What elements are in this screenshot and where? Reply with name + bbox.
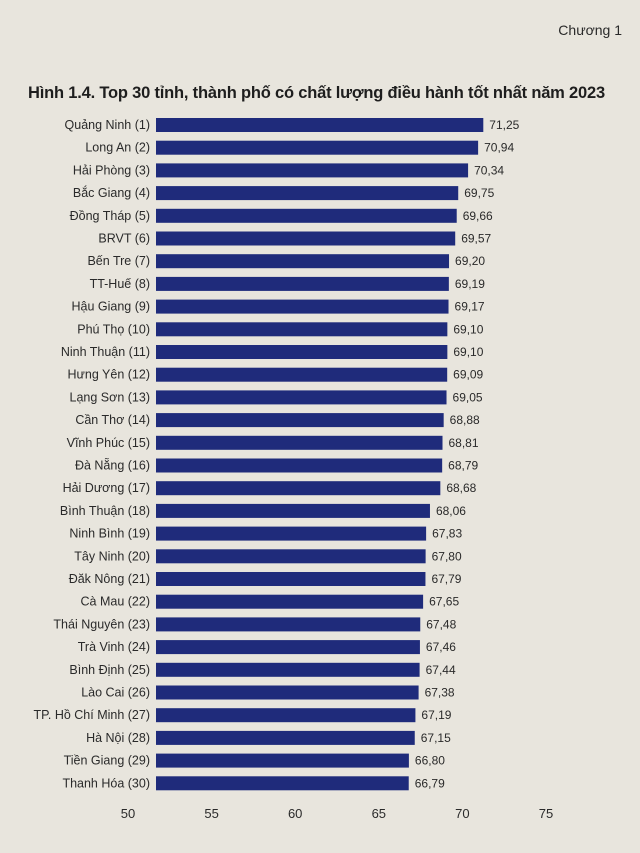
- category-label: Cà Mau (22): [81, 595, 150, 609]
- value-label: 71,25: [489, 118, 519, 132]
- category-label: Cần Thơ (14): [75, 413, 150, 427]
- chart-title: Hình 1.4. Top 30 tỉnh, thành phố có chất…: [28, 84, 605, 102]
- bar: [156, 140, 479, 155]
- bar: [156, 186, 459, 201]
- category-label: Bắc Giang (4): [73, 185, 150, 200]
- bar: [156, 753, 409, 768]
- value-label: 69,75: [464, 186, 494, 200]
- bar: [156, 231, 456, 246]
- category-label: Bình Định (25): [69, 663, 150, 677]
- bar: [156, 458, 443, 473]
- bar: [156, 730, 415, 745]
- value-label: 69,10: [453, 345, 483, 359]
- category-label: Tiền Giang (29): [64, 754, 150, 768]
- value-label: 69,66: [463, 209, 493, 223]
- category-label: Tây Ninh (20): [74, 549, 150, 563]
- bar: [156, 299, 449, 314]
- category-label: Thái Nguyên (23): [53, 617, 150, 631]
- category-label: Đà Nẵng (16): [75, 458, 150, 473]
- category-label: Hà Nội (28): [86, 731, 150, 745]
- bar: [156, 776, 409, 791]
- bar: [156, 345, 448, 359]
- category-label: TT-Huế (8): [90, 277, 150, 291]
- bar: [156, 163, 469, 178]
- value-label: 69,57: [461, 232, 491, 246]
- category-label: Long An (2): [85, 141, 150, 155]
- bar: [156, 549, 426, 564]
- category-label: Lạng Sơn (13): [70, 390, 150, 404]
- value-label: 67,44: [426, 663, 456, 677]
- value-label: 68,88: [450, 413, 480, 427]
- category-label: TP. Hồ Chí Minh (27): [34, 708, 150, 722]
- category-label: Trà Vinh (24): [78, 640, 150, 654]
- category-label: Thanh Hóa (30): [62, 776, 150, 790]
- category-label: Ninh Thuận (11): [61, 345, 150, 359]
- bar: [156, 685, 419, 700]
- category-label: Đồng Tháp (5): [70, 209, 150, 223]
- value-label: 68,81: [449, 436, 479, 450]
- category-label: Vĩnh Phúc (15): [67, 436, 150, 450]
- value-label: 67,46: [426, 640, 456, 654]
- bar: [156, 276, 449, 291]
- bar: [156, 254, 450, 269]
- bar: [156, 708, 416, 723]
- bar: [156, 526, 427, 541]
- category-label: BRVT (6): [98, 232, 150, 246]
- category-label: Quảng Ninh (1): [65, 118, 150, 132]
- x-tick-label: 60: [288, 806, 302, 821]
- value-label: 68,68: [446, 481, 476, 495]
- category-label: Hải Dương (17): [63, 481, 150, 495]
- value-label: 67,65: [429, 595, 459, 609]
- value-label: 69,10: [453, 322, 483, 336]
- value-label: 67,48: [426, 617, 456, 631]
- bar: [156, 118, 484, 132]
- x-tick-label: 50: [121, 806, 135, 821]
- category-label: Bình Thuận (18): [60, 504, 150, 518]
- bar: [156, 481, 441, 496]
- bar: [156, 208, 457, 223]
- value-label: 70,94: [484, 141, 514, 155]
- value-label: 67,15: [421, 731, 451, 745]
- bar: [156, 662, 420, 677]
- category-label: Hải Phòng (3): [73, 163, 150, 177]
- value-label: 70,34: [474, 163, 504, 177]
- category-label: Phú Thọ (10): [77, 322, 150, 336]
- category-label: Ninh Bình (19): [69, 527, 150, 541]
- value-label: 67,80: [432, 549, 462, 563]
- value-label: 69,09: [453, 368, 483, 382]
- bar: [156, 640, 420, 655]
- category-label: Bến Tre (7): [87, 254, 150, 268]
- bar: [156, 594, 424, 609]
- value-label: 69,17: [455, 300, 485, 314]
- value-label: 66,80: [415, 754, 445, 768]
- bar: [156, 572, 426, 586]
- bar: [156, 322, 448, 337]
- value-label: 67,38: [425, 686, 455, 700]
- category-label: Đăk Nông (21): [69, 572, 150, 586]
- value-label: 69,05: [453, 390, 483, 404]
- category-label: Hưng Yên (12): [68, 368, 151, 382]
- value-label: 69,19: [455, 277, 485, 291]
- x-tick-label: 70: [455, 806, 469, 821]
- bar: [156, 390, 447, 405]
- x-tick-label: 75: [539, 806, 553, 821]
- bar: [156, 617, 421, 632]
- bar: [156, 503, 430, 518]
- x-tick-label: 65: [372, 806, 386, 821]
- bar: [156, 435, 443, 450]
- category-label: Lào Cai (26): [81, 686, 150, 700]
- chapter-label: Chương 1: [558, 22, 622, 38]
- value-label: 67,19: [421, 708, 451, 722]
- category-label: Hậu Giang (9): [71, 300, 150, 314]
- value-label: 68,79: [448, 459, 478, 473]
- bar: [156, 413, 444, 428]
- value-label: 66,79: [415, 776, 445, 790]
- x-tick-label: 55: [204, 806, 218, 821]
- value-label: 67,79: [431, 572, 461, 586]
- value-label: 67,83: [432, 527, 462, 541]
- value-label: 68,06: [436, 504, 466, 518]
- value-label: 69,20: [455, 254, 485, 268]
- bar: [156, 367, 448, 382]
